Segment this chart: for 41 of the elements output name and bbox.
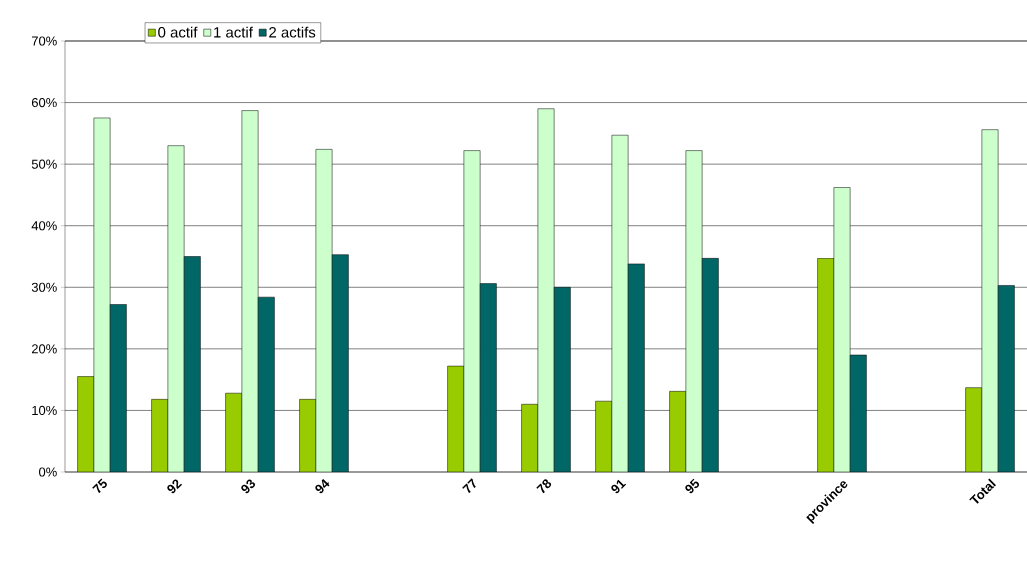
bar [183,256,201,472]
y-tick-label: 50% [31,159,57,169]
bar [595,400,613,472]
x-tick-label: 78 [536,479,552,494]
bar [849,354,867,472]
x-tick-label: 77 [462,478,476,494]
bar [299,399,317,472]
y-tick-label: 70% [31,36,57,46]
x-tick-label: 94 [315,478,330,494]
x-tick-label: 92 [167,479,183,494]
bar [701,258,719,472]
bar [817,258,835,472]
bar [981,129,999,472]
bar [627,263,645,472]
bar [151,399,169,472]
bar [331,254,349,472]
bar [77,376,95,472]
x-tick-label: 91 [611,479,627,494]
y-tick-label: 30% [31,282,57,292]
bar [257,296,275,472]
bar [833,187,851,472]
bar [225,392,243,472]
legend-label: 0 actif [158,26,198,38]
y-tick-label: 60% [31,97,57,108]
x-tick-label: 75 [92,478,107,494]
x-tick-label: 95 [685,478,700,494]
bar [521,404,539,472]
bar [553,287,571,472]
y-tick-label: 0% [39,467,57,477]
legend-label: 2 actifs [269,26,316,38]
bar [669,391,687,472]
bar [479,283,497,472]
x-tick-label: 93 [241,479,256,494]
bar [965,387,983,472]
y-tick-label: 40% [31,221,57,231]
y-tick-label: 20% [31,344,57,354]
bar [997,285,1015,472]
legend-label: 1 actif [214,26,253,38]
bar [447,365,465,472]
y-tick-label: 10% [32,405,57,416]
bar [109,304,127,472]
